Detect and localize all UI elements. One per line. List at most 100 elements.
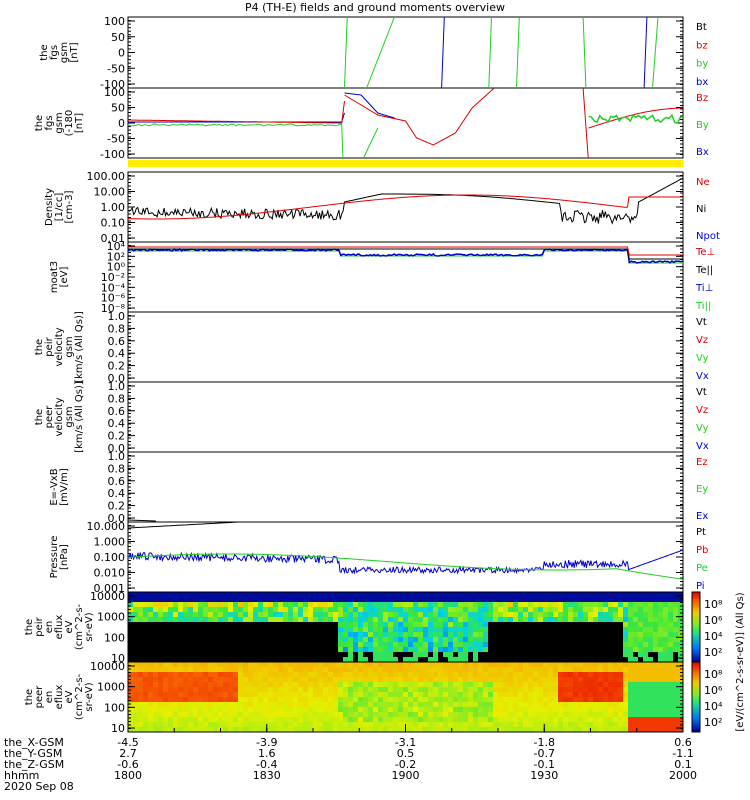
trace-pt [128,522,240,529]
colorbar-tick: 10⁸ [704,598,723,611]
legend-temp: Ti|| [695,301,711,312]
legend-peir_vel: Vt [696,317,707,328]
trace-bz-1 [128,100,345,124]
ytick-label-temp: 10⁴ [107,240,126,253]
panel-frame-fgs_long [127,87,684,159]
legend-peer_vel: Vz [696,405,708,416]
legend-fgs: by [696,59,708,70]
legend-fgs_long: By [696,120,709,131]
legend-peir_vel: Vy [696,353,709,364]
ytick-label-fgs: 0 [118,47,125,60]
ytick-label-peir_eflux: 10000 [90,590,125,603]
ylabel-peer_eflux: the [24,689,35,705]
xtick-label: -0.4 [256,758,277,771]
colorbar-label: [eV/(cm^2-s-sr-eV)] (All Qs) [735,592,746,731]
ylabel-temp: moat3 [49,261,60,293]
ytick-label-peir_vel: 0.0 [108,372,126,385]
legend-fgs_long: Bz [696,93,708,104]
legend-fgs: bx [696,77,708,88]
ylabel-density: Density [44,188,55,226]
ylabel-peir_eflux: eV [64,620,75,633]
ylabel-fgs: [nT] [69,42,80,62]
ylabel-fgs_long: (-180 [64,110,75,137]
legend-density: Ni [696,204,706,215]
trace-e [128,519,156,522]
ytick-label-peer_vel: 0.6 [108,405,126,418]
ytick-label-density: 10.00 [94,186,126,199]
trace-by [488,17,492,88]
xtick-label: 2.7 [119,747,137,760]
ylabel-peer_vel: the [34,409,45,425]
trace-bz-1 [344,88,495,146]
legend-density: Npot [696,231,720,242]
legend-peer_vel: Vt [696,387,707,398]
ytick-label-fgs: 50 [111,31,125,44]
ytick-label-temp: 10⁻⁴ [101,281,126,294]
ylabel-peer_vel: peer [44,405,55,429]
ylabel-efield: E=-VxB [49,468,60,505]
ytick-label-efield: 0.0 [108,512,126,525]
ylabel-peir_eflux: en [44,621,55,634]
trace-ti-perp [128,247,683,264]
trace-by [366,17,395,88]
ytick-label-peer_eflux: 1000 [97,681,125,694]
ylabel-temp: [eV] [59,267,70,288]
ytick-label-peir_vel: 1.0 [108,310,126,323]
ytick-label-pressure: 0.100 [94,551,126,564]
ytick-label-peir_eflux: 100 [104,631,125,644]
ylabel-efield: [mV/m] [59,468,70,506]
ytick-label-efield: 0.8 [108,462,126,475]
xtick-label: 1.6 [258,747,276,760]
ylabel-peer_vel: velocity [54,397,65,436]
xaxis-row-label: hhmm [4,769,39,782]
legend-efield: Ex [696,511,708,522]
figure-title: P4 (TH-E) fields and ground moments over… [245,1,505,14]
xtick-label: -0.1 [534,758,555,771]
colorbar-tick: 10² [704,716,722,729]
trace-te-par [128,248,683,260]
ytick-label-efield: 0.4 [108,487,126,500]
panel-frame-peer_vel [127,381,684,453]
ylabel-fgs: gsm [59,42,70,63]
trace-ne [128,194,683,220]
ylabel-fgs_long: [nT] [74,113,85,133]
trace-bz-1 [582,88,589,158]
xtick-label: 1830 [253,769,281,782]
ytick-label-temp: 10⁻⁸ [101,302,126,315]
ytick-label-peer_eflux: 10 [111,722,125,735]
ytick-label-fgs_long: -100 [100,148,125,161]
ytick-label-temp: 10⁻² [101,271,125,284]
xtick-label: 1800 [114,769,142,782]
ytick-label-fgs_long: 50 [111,102,125,115]
ylabel-peir_vel: gsm [64,336,75,357]
ylabel-peer_vel: [km/s (All Qs)] [74,381,85,453]
ylabel-density: [1/cc] [54,193,65,222]
ylabel-peer_eflux: eflux [54,685,65,710]
ytick-label-temp: 10⁻⁶ [101,292,126,305]
panel-frame-temp [127,241,684,313]
ylabel-peir_vel: peir [44,336,55,356]
ytick-label-peer_vel: 0.2 [108,430,126,443]
ytick-label-efield: 0.2 [108,500,126,513]
colorbar-tick: 10⁴ [704,700,723,713]
ylabel-fgs_long: gsm [54,112,65,133]
xaxis-row-label: the_Z-GSM [4,758,64,771]
ytick-label-peir_eflux: 10 [111,652,125,665]
ytick-label-fgs_long: 100 [104,86,125,99]
ylabel-peer_eflux: eV [64,690,75,703]
legend-pressure: Pt [696,527,706,538]
legend-pressure: Pi [696,581,705,592]
ytick-label-peer_vel: 0.0 [108,442,126,455]
ytick-label-peer_eflux: 10000 [90,660,125,673]
panel-frame-peir_vel [127,311,684,383]
trace-bx [441,17,445,88]
trace-by [344,17,348,88]
panel-frame-fgs [127,16,684,89]
trace-pe [128,553,683,580]
mode-bar [128,160,683,167]
xtick-label: 1900 [392,769,420,782]
xtick-label: -4.5 [117,736,138,749]
ytick-label-peer_vel: 0.4 [108,417,126,430]
ylabel-pressure: [nPa] [59,544,70,570]
trace-bx [643,17,648,88]
